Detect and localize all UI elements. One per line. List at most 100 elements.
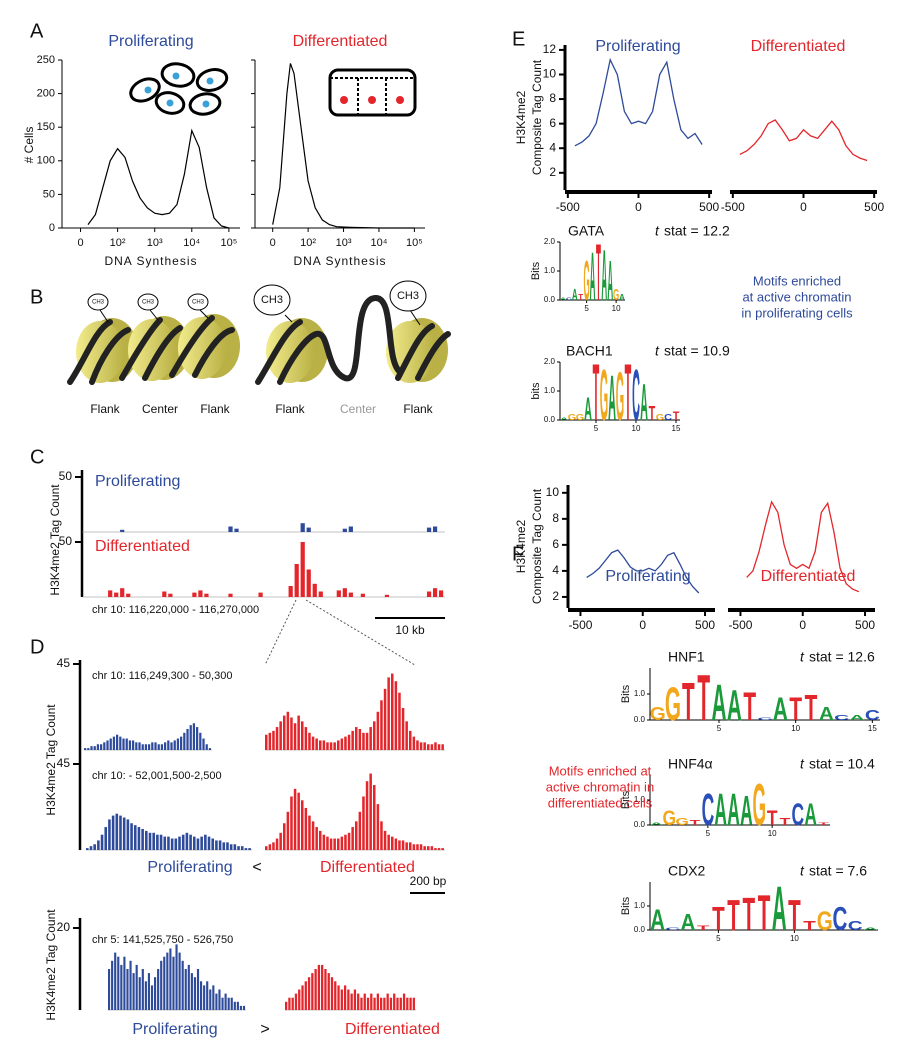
x-tick-label: 0 [270,237,276,249]
tag-bar [344,834,347,850]
tag-bar [272,842,275,850]
tag-bar [218,840,222,850]
tag-bar [333,838,336,850]
tag-bar [398,840,401,850]
logo-letter: T [758,886,771,942]
tag-bar [432,526,438,532]
logo-letter: A [849,714,864,722]
y-tick-label: 10 [546,485,560,499]
y-tick-label: 200 [37,88,55,100]
y-axis-label: H3K4me2 [514,91,528,145]
tag-bar [196,969,200,1010]
tag-bar [351,730,354,750]
logo-letter: A [560,417,568,421]
tag-bar [387,677,390,750]
x-tick-label: 10 [791,724,800,733]
tag-bar [380,700,383,750]
x-tick-label: 10² [110,237,126,249]
tag-bar [199,732,202,750]
plot-title: Differentiated [293,33,388,50]
x-tick-label: 0 [639,618,646,632]
tag-bar [419,844,423,850]
zoom-lines [264,599,416,666]
tag-bar [343,985,347,1010]
tag-bar [163,956,166,1010]
y-axis-label: Composite Tag Count [530,59,544,175]
tag-bar [423,742,426,750]
x-tick-label: 5 [584,304,589,313]
x-tick-label: 5 [706,829,711,838]
tag-bar [108,590,113,597]
y-tick-label: 45 [57,656,71,670]
tag-bar [365,732,369,750]
logo-letter: A [819,704,834,724]
tag-bar [196,838,200,850]
tag-bar [304,981,307,1010]
y-tick-label: 20 [57,920,71,934]
tag-bar [265,734,268,750]
axis-label: Bits [620,896,632,915]
x-tick-label: 15 [672,424,681,433]
motif-note: in proliferating cells [741,305,853,320]
tag-bar [347,734,351,750]
tag-bar [434,742,437,750]
logo-letter: G [675,816,689,828]
tag-bar [173,740,176,750]
t-stat: stat = 10.9 [664,343,730,359]
tag-bar [258,592,263,597]
x-tick-label: 15 [868,724,877,733]
logo-letter: T [780,816,791,828]
tag-bar [117,956,120,1010]
x-tick-label: 10 [790,934,799,943]
tag-bar [297,792,300,850]
region-label: Flank [90,402,120,416]
tag-bar [383,688,387,750]
tag-bar [132,973,135,1010]
tag-bar [293,723,297,750]
ch3-label: CH3 [192,300,205,306]
x-tick-label: 10³ [336,237,352,249]
tag-bar [160,960,163,1010]
logo-letter: G [663,808,677,831]
tag-bar [175,944,178,1010]
tag-bar [348,592,353,597]
tag-bar [279,832,282,850]
logo-letter: T [682,671,695,732]
tag-bar [160,744,164,750]
tag-bar [426,591,432,597]
tag-bar [108,819,111,850]
logo-letter: T [803,918,816,933]
logo-letter: G [600,354,608,435]
tag-bar [115,813,119,850]
panel-letter: B [30,286,43,308]
scale-label: 10 kb [395,623,425,637]
tag-bar [412,844,416,850]
motif-name: HNF1 [668,649,705,665]
tag-bar [329,742,333,750]
tag-bar [87,748,90,750]
panel-letter: A [30,20,44,42]
tag-bar [97,840,100,850]
tag-bar [427,846,430,850]
x-tick-label: 5 [716,934,721,943]
motif-note: differentiated cells [548,795,653,810]
tag-bar [304,727,308,750]
plot-title: Proliferating [108,33,193,50]
tag-bar [169,948,172,1010]
tag-bar [100,744,103,750]
tag-bar [154,742,157,750]
tag-bar [393,993,396,1010]
tag-bar [437,744,441,750]
x-tick-label: 10⁴ [183,237,200,249]
region-label: chr 10: 116,249,300 - 50,300 [92,670,232,682]
motif-note: Motifs enriched at [549,763,652,778]
tag-bar [133,825,137,850]
y-tick-label: 6 [549,116,556,130]
logo-letter: A [773,690,788,727]
tag-bar [283,715,286,750]
region-label: chr 10: - 52,001,500-2,500 [92,770,222,782]
x-tick-label: 10⁵ [220,237,237,249]
tag-bar [301,800,304,850]
tag-bar [437,848,441,850]
tag-bar [360,997,363,1010]
